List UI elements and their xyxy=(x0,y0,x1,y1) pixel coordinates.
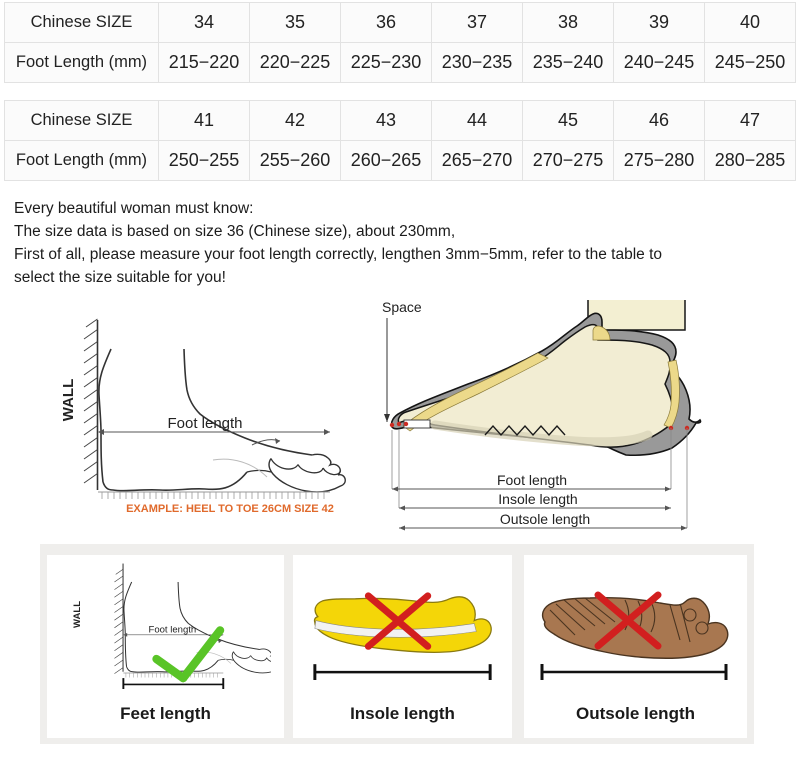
svg-text:WALL: WALL xyxy=(72,601,83,628)
svg-text:EXAMPLE: HEEL TO TOE 26CM SIZE: EXAMPLE: HEEL TO TOE 26CM SIZE 42 xyxy=(126,503,334,515)
svg-text:Foot length: Foot length xyxy=(149,624,197,635)
svg-text:WALL: WALL xyxy=(60,379,77,422)
svg-text:Foot length: Foot length xyxy=(167,415,242,432)
svg-text:Space: Space xyxy=(382,300,422,315)
svg-text:Outsole length: Outsole length xyxy=(500,511,590,527)
svg-text:Foot length: Foot length xyxy=(497,472,567,488)
svg-text:Insole length: Insole length xyxy=(498,491,577,507)
